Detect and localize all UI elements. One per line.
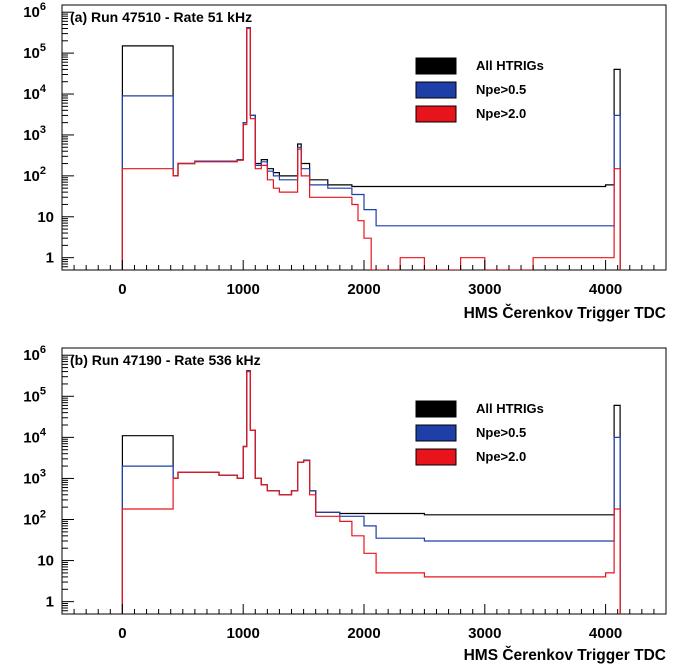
y-tick-label: 103: [23, 124, 46, 144]
series-all-htrigs: [121, 370, 621, 614]
legend-label: All HTRIGs: [476, 401, 544, 416]
x-tick-label: 2000: [347, 281, 380, 298]
legend-swatch: [415, 57, 457, 75]
x-axis-title: HMS Čerenkov Trigger TDC: [464, 304, 666, 322]
plot-frame: [61, 347, 667, 615]
legend-label: Npe>0.5: [476, 425, 526, 440]
series-group: [121, 370, 621, 614]
panel-a: 0 1000 2000 3000 4000 1 10 102 103 104 105 106 (a) R…: [23, 1, 667, 322]
x-tick-label: 2000: [347, 625, 380, 642]
series-npe-0-5: [121, 27, 621, 270]
series-npe-0-5: [121, 370, 621, 614]
x-tick-label: 3000: [468, 625, 501, 642]
y-tick-label: 105: [23, 42, 46, 62]
series-npe-2-0: [121, 27, 621, 270]
x-tick-label: 0: [118, 625, 126, 642]
x-tick-label: 4000: [589, 625, 622, 642]
x-tick-label: 1000: [227, 625, 260, 642]
y-tick-label: 1: [46, 250, 54, 267]
y-tick-label: 104: [23, 83, 47, 103]
y-tick-label: 102: [23, 509, 46, 529]
panel-title: (b) Run 47190 - Rate 536 kHz: [70, 352, 261, 368]
x-tick-label: 3000: [468, 281, 501, 298]
x-axis-title: HMS Čerenkov Trigger TDC: [464, 646, 666, 664]
x-tick-label: 4000: [589, 281, 622, 298]
series-all-htrigs: [121, 27, 621, 270]
y-tick-label: 102: [23, 165, 46, 185]
series-group: [121, 27, 621, 270]
y-tick-label: 104: [23, 426, 47, 446]
legend-swatch: [415, 424, 457, 442]
legend-label: Npe>0.5: [476, 82, 526, 97]
x-tick-label: 1000: [227, 281, 260, 298]
y-tick-label: 10: [37, 209, 54, 226]
y-tick-label: 10: [37, 553, 54, 570]
legend-label: Npe>2.0: [476, 449, 526, 464]
legend: All HTRIGs Npe>0.5 Npe>2.0: [415, 57, 544, 123]
panel-b: 0 1000 2000 3000 4000 1 10 102 103 104 105 106 (b) R…: [23, 344, 667, 664]
legend-swatch: [415, 81, 457, 99]
y-tick-label: 106: [23, 344, 46, 364]
legend-swatch: [415, 105, 457, 123]
series-npe-2-0: [121, 371, 621, 614]
legend-label: Npe>2.0: [476, 106, 526, 121]
legend-label: All HTRIGs: [476, 58, 544, 73]
y-tick-label: 1: [46, 594, 54, 611]
y-tick-label: 105: [23, 385, 46, 405]
y-tick-label: 106: [23, 1, 46, 21]
panel-title: (a) Run 47510 - Rate 51 kHz: [70, 9, 252, 25]
legend-swatch: [415, 448, 457, 466]
y-tick-label: 103: [23, 467, 46, 487]
x-tick-label: 0: [118, 281, 126, 298]
legend-swatch: [415, 400, 457, 418]
legend: All HTRIGs Npe>0.5 Npe>2.0: [415, 400, 544, 466]
